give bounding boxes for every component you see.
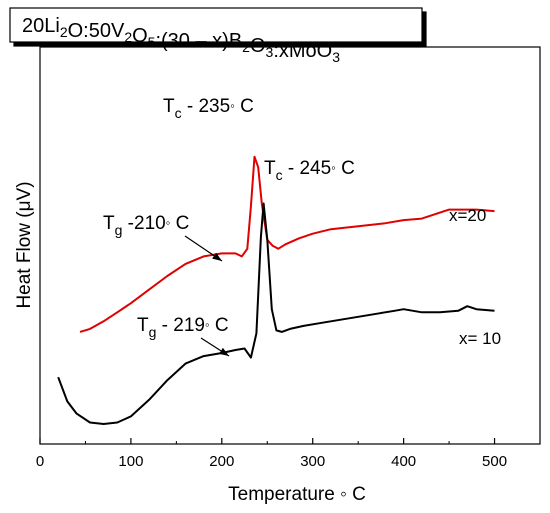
annotation-4: Tg - 219◦ C [137,315,229,340]
chart-title-box: 20Li2O:50V2O5:(30 – x)B2O3:xMoO3 [9,7,423,65]
series-line-1 [79,155,495,333]
annotation-arrow-3 [184,235,223,262]
x-tick-label: 0 [36,453,44,470]
series-labels: x=20 x= 10 [449,206,501,348]
x-axis-title: Temperature ◦ C [228,484,366,505]
annotation-arrow-4 [200,337,230,357]
x-axis: 0 100 200 300 400 500 [36,438,541,470]
x-tick-label: 500 [482,453,507,470]
x-tick-label: 100 [118,453,143,470]
annotation-2: Tc - 245◦ C [264,158,355,183]
x-tick-label: 400 [391,453,416,470]
y-axis-title: Heat Flow (μV) [14,181,35,308]
annotations: Tc - 235◦ C Tc - 245◦ C Tg -210◦ C Tg - 219… [103,96,355,357]
series-label-1: x=20 [449,206,486,225]
series-line-2 [57,202,495,425]
x-tick-label: 200 [209,453,234,470]
series-layer [57,155,495,425]
plot-frame [39,46,541,445]
series-label-2: x= 10 [459,329,501,348]
chart-title: 20Li2O:50V2O5:(30 – x)B2O3:xMoO3 [22,15,340,65]
annotation-3: Tg -210◦ C [103,213,189,238]
annotation-1: Tc - 235◦ C [163,96,254,121]
x-tick-label: 300 [300,453,325,470]
